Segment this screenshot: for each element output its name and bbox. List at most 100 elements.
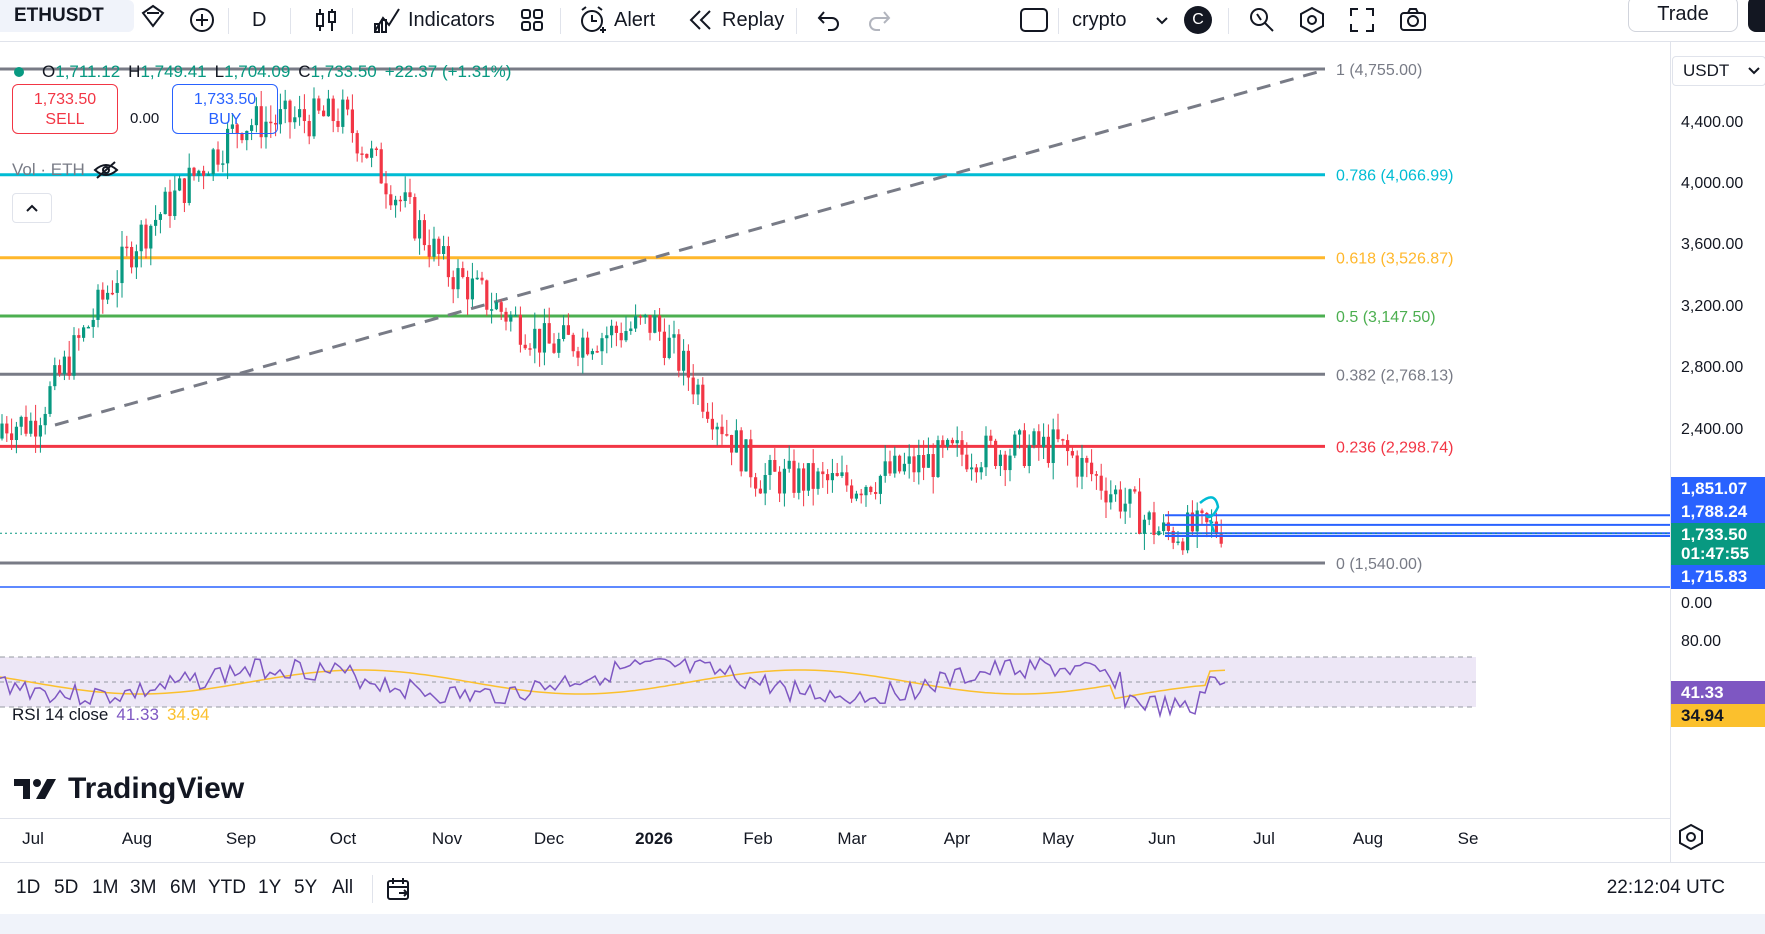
utc-clock[interactable]: 22:12:04 UTC — [1606, 877, 1725, 898]
chevron-down-icon[interactable] — [1148, 4, 1176, 36]
rsi-ma-value: 34.94 — [166, 705, 210, 724]
candle-body — [730, 434, 734, 453]
candle-body — [1094, 474, 1098, 476]
time-tick: Aug — [121, 829, 153, 848]
candle-body — [187, 167, 191, 203]
close-key: C — [298, 62, 311, 81]
candle-body — [715, 426, 719, 430]
symbol-search-button[interactable]: ETHUSDT — [0, 0, 134, 32]
candle-body — [1118, 489, 1122, 512]
camera-snapshot-icon[interactable] — [1394, 4, 1432, 36]
price-scale-label[interactable]: 1,715.83 — [1671, 565, 1765, 589]
price-tick: 4,000.00 — [1681, 175, 1744, 192]
chevron-up-icon — [26, 204, 38, 212]
indicators-button[interactable]: Indicators — [368, 4, 499, 36]
range-button-6m[interactable]: 6M — [170, 877, 197, 898]
price-axis[interactable]: 4,400.00 4,000.00 3,600.00 3,200.00 2,800.00… — [1670, 42, 1765, 862]
price-scale-label[interactable]: 1,851.07 — [1671, 477, 1765, 501]
fib-trend-line[interactable] — [54, 68, 1326, 427]
volume-legend[interactable]: Vol · ETH — [12, 160, 119, 180]
tradingview-logo[interactable]: TradingView — [14, 772, 244, 806]
candle-body — [240, 133, 244, 141]
indicators-icon — [374, 8, 400, 33]
buy-button[interactable]: 1,733.50 BUY — [172, 84, 278, 134]
chart-canvas[interactable]: 1 (4,755.00) 0.786 (4,066.99) 0.618 (3,526… — [0, 42, 1670, 818]
interval-button[interactable]: D — [248, 4, 270, 36]
go-to-date-icon[interactable] — [384, 875, 412, 908]
candle-body — [1080, 457, 1084, 477]
low-value: 1,704.09 — [224, 62, 291, 81]
eye-hidden-icon[interactable] — [93, 160, 119, 180]
fib-level-label: 0.618 (3,526.87) — [1336, 251, 1453, 268]
candle-body — [1133, 489, 1137, 492]
chart-pane[interactable]: 1 (4,755.00) 0.786 (4,066.99) 0.618 (3,526… — [0, 42, 1670, 862]
candle-body — [226, 128, 230, 164]
rsi-scale-label[interactable]: 34.94 — [1671, 704, 1765, 727]
time-axis[interactable]: Jul Aug Sep Oct Nov Dec 2026 Feb Mar Apr May Jun Jul… — [0, 818, 1670, 858]
redo-icon[interactable] — [862, 4, 896, 36]
replay-label: Replay — [722, 8, 785, 31]
range-button-1m[interactable]: 1M — [92, 877, 119, 898]
price-scale-label[interactable]: 1,788.24 — [1671, 500, 1765, 524]
user-avatar[interactable]: C — [1180, 4, 1216, 36]
hand-drawn-annotation[interactable] — [1199, 496, 1220, 533]
rsi-scale-label[interactable]: 41.33 — [1671, 681, 1765, 704]
range-button-3m[interactable]: 3M — [130, 877, 157, 898]
chart-settings-icon[interactable] — [1676, 822, 1706, 857]
fullscreen-icon[interactable] — [1344, 4, 1380, 36]
high-key: H — [128, 62, 141, 81]
quick-search-icon[interactable] — [1244, 4, 1280, 36]
range-button-1y[interactable]: 1Y — [258, 877, 282, 898]
candle-body — [514, 314, 518, 317]
candle-body — [859, 493, 863, 496]
add-symbol-to-watchlist-icon[interactable] — [134, 0, 172, 32]
candle-body — [374, 148, 378, 150]
candle-body — [82, 327, 86, 338]
candle-body — [590, 351, 594, 355]
rsi-tick: 80.00 — [1681, 633, 1722, 650]
candle-body — [1051, 429, 1055, 464]
candles-chart-type-icon[interactable] — [308, 4, 344, 36]
candle-body — [67, 356, 71, 376]
low-key: L — [214, 62, 225, 81]
range-button-ytd[interactable]: YTD — [208, 877, 246, 898]
settings-hexagon-icon[interactable] — [1294, 4, 1330, 36]
candle-body — [53, 365, 57, 387]
candle-body — [667, 337, 671, 358]
candle-body — [706, 411, 710, 419]
range-button-5d[interactable]: 5D — [54, 877, 79, 898]
candle-body — [523, 344, 527, 349]
collapse-legend-button[interactable] — [12, 193, 52, 223]
candle-body — [1142, 519, 1146, 534]
candle-body — [907, 456, 911, 464]
candle-body — [778, 471, 782, 494]
candle-body — [77, 335, 81, 338]
candle-body — [163, 191, 167, 215]
candle-body — [653, 315, 657, 333]
candle-body — [120, 246, 124, 284]
currency-select[interactable]: USDT — [1672, 56, 1765, 86]
candle-body — [254, 106, 258, 126]
candle-body — [797, 468, 801, 493]
candle-body — [845, 472, 849, 486]
layout-select-icon[interactable] — [1014, 4, 1054, 36]
alert-button[interactable]: Alert — [574, 4, 659, 36]
trade-button[interactable]: Trade — [1628, 0, 1738, 32]
sell-button[interactable]: 1,733.50 SELL — [12, 84, 118, 134]
candle-body — [317, 98, 321, 111]
fib-level-label: 0.236 (2,298.74) — [1336, 439, 1453, 456]
range-button-5y[interactable]: 5Y — [294, 877, 318, 898]
candle-body — [1176, 541, 1180, 544]
candle-body — [1099, 475, 1103, 491]
compare-symbol-icon[interactable] — [184, 4, 220, 36]
layout-name-button[interactable]: crypto — [1068, 4, 1130, 36]
price-scale-label[interactable]: 01:47:55 — [1671, 542, 1765, 566]
rsi-legend[interactable]: RSI 14 close 41.33 34.94 — [12, 705, 209, 725]
range-button-1d[interactable]: 1D — [16, 877, 41, 898]
time-tick: Jun — [1148, 829, 1176, 848]
publish-button[interactable]: Pu — [1748, 0, 1765, 32]
indicator-templates-icon[interactable] — [514, 4, 550, 36]
replay-button[interactable]: Replay — [682, 4, 788, 36]
range-button-all[interactable]: All — [332, 877, 354, 898]
undo-icon[interactable] — [812, 4, 846, 36]
